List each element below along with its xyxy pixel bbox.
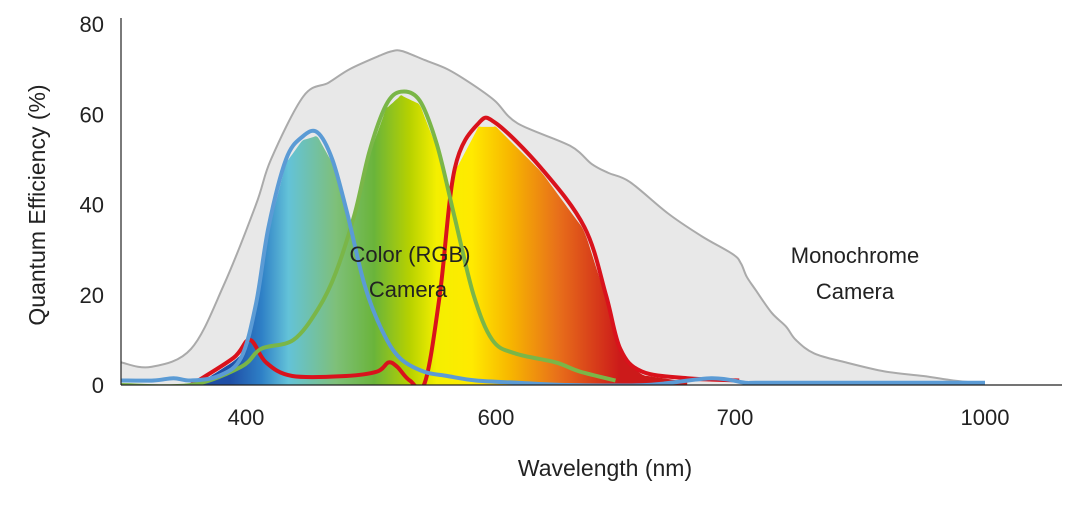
y-tick-label: 0	[92, 373, 104, 398]
y-axis-label: Quantum Efficiency (%)	[24, 84, 50, 325]
y-tick-label: 20	[80, 283, 104, 308]
y-tick-label: 80	[80, 12, 104, 37]
monochrome-line	[121, 49, 977, 384]
color-camera-annotation: Color (RGB) Camera	[349, 242, 470, 302]
x-tick-label: 700	[717, 405, 754, 430]
y-tick-label: 40	[80, 193, 104, 218]
y-tick-label: 60	[80, 102, 104, 127]
red-channel-line	[189, 115, 740, 385]
x-tick-labels: 400 600 700 1000	[228, 405, 1010, 430]
x-tick-label: 400	[228, 405, 265, 430]
blue-channel-line	[121, 128, 985, 385]
x-tick-label: 600	[478, 405, 515, 430]
annotation-line: Camera	[816, 279, 895, 304]
x-axis-label: Wavelength (nm)	[518, 455, 692, 481]
green-channel-line	[121, 89, 616, 385]
annotation-line: Camera	[369, 277, 448, 302]
monochrome-camera-annotation: Monochrome Camera	[791, 243, 919, 304]
annotation-line: Color (RGB)	[349, 242, 470, 267]
x-tick-label: 1000	[961, 405, 1010, 430]
annotation-line: Monochrome	[791, 243, 919, 268]
y-tick-labels: 0 20 40 60 80	[80, 12, 104, 398]
